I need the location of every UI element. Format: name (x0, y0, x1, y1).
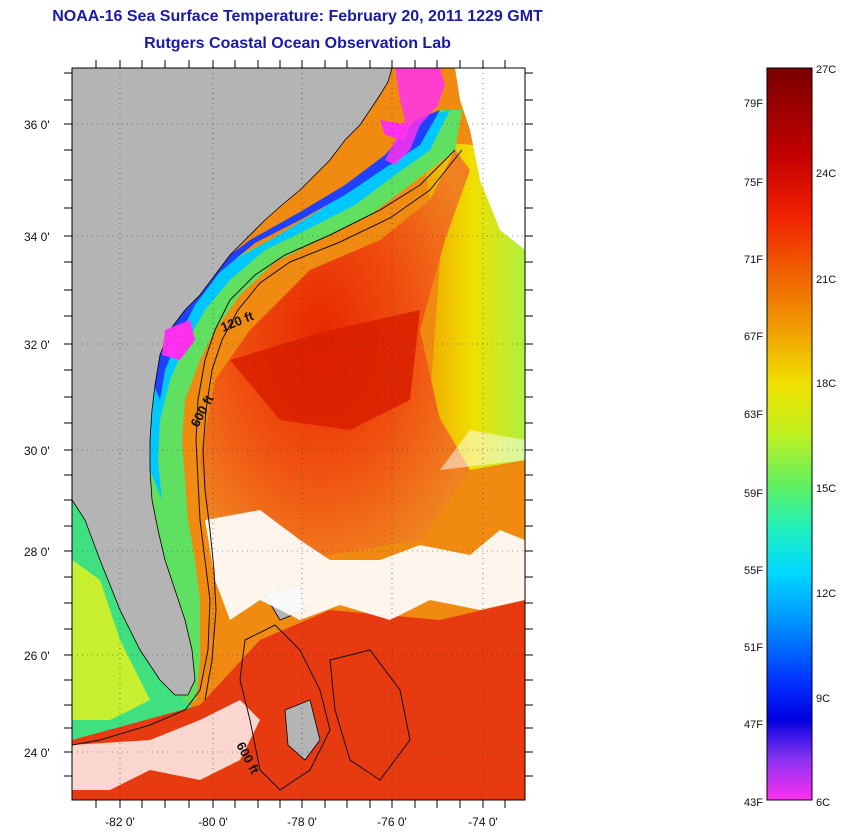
lon-label: -76 0' (377, 815, 407, 829)
lon-label: -80 0' (198, 815, 228, 829)
map-subtitle: Rutgers Coastal Ocean Observation Lab (144, 35, 451, 52)
lon-label: -82 0' (105, 815, 135, 829)
fahrenheit-label: 63F (744, 409, 763, 421)
fahrenheit-label: 71F (744, 254, 763, 266)
lat-label: 30 0' (24, 444, 50, 458)
gulf-shelf-warmer (72, 560, 150, 720)
fahrenheit-scale: 79F 75F 71F 67F 63F 59F 55F 51F 47F 43F (744, 98, 763, 809)
lat-label: 34 0' (24, 230, 50, 244)
lon-label: -74 0' (468, 815, 498, 829)
graticule (72, 68, 525, 800)
lat-label: 28 0' (24, 545, 50, 559)
warm-core (230, 310, 420, 430)
fahrenheit-label: 47F (744, 719, 763, 731)
lat-label: 32 0' (24, 338, 50, 352)
fahrenheit-label: 59F (744, 488, 763, 500)
map-title: NOAA-16 Sea Surface Temperature: Februar… (52, 8, 543, 25)
celsius-label: 24C (816, 168, 836, 180)
celsius-label: 21C (816, 274, 836, 286)
cloud-cover (205, 510, 525, 620)
celsius-label: 12C (816, 588, 836, 600)
celsius-label: 27C (816, 64, 836, 76)
lat-label: 24 0' (24, 746, 50, 760)
contour-bahamas (239, 624, 331, 791)
fahrenheit-label: 79F (744, 98, 763, 110)
celsius-label: 9C (816, 693, 830, 705)
fahrenheit-label: 43F (744, 797, 763, 809)
cold-nearshore-water (145, 110, 450, 500)
celsius-label: 6C (816, 797, 830, 809)
sst-map (72, 68, 525, 800)
cloud-cover-south (72, 700, 260, 790)
cloud-cover-northeast (455, 68, 525, 250)
celsius-label: 18C (816, 378, 836, 390)
colorbar (766, 67, 813, 801)
lat-minor-ticks (64, 72, 533, 777)
fahrenheit-label: 75F (744, 177, 763, 189)
fahrenheit-label: 51F (744, 642, 763, 654)
contour-120ft (72, 149, 456, 746)
sound-water (385, 68, 445, 165)
bahamas-island (284, 699, 321, 761)
us-mainland (72, 68, 393, 696)
inlet-water-south (162, 320, 195, 360)
lat-label: 36 0' (24, 118, 50, 132)
lon-ticks (95, 60, 506, 808)
lat-label: 26 0' (24, 649, 50, 663)
fahrenheit-label: 55F (744, 565, 763, 577)
contour-bahamas-east (329, 649, 411, 781)
celsius-scale: 27C 24C 21C 18C 15C 12C 9C 6C (816, 64, 836, 809)
fahrenheit-label: 67F (744, 331, 763, 343)
contour-600ft (202, 149, 463, 701)
inlet-water (380, 120, 410, 140)
lon-label: -78 0' (287, 815, 317, 829)
map-frame (71, 67, 526, 801)
celsius-label: 15C (816, 483, 836, 495)
